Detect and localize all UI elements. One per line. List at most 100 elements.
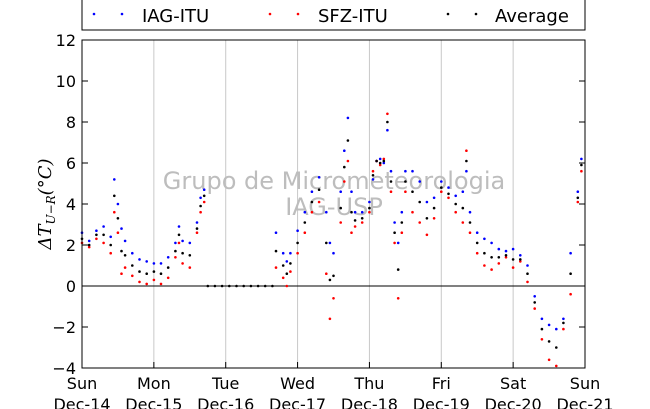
point-sfz-itu [440,190,443,193]
point-sfz-itu [123,266,127,269]
x-tick-label-day: Sun [67,374,97,393]
point-iag-itu [386,128,389,132]
point-sfz-itu [569,292,572,296]
point-iag-itu [296,229,299,232]
point-iag-itu [195,221,199,224]
point-average [181,251,184,255]
point-iag-itu [555,327,558,331]
point-iag-itu [400,210,404,214]
point-iag-itu [113,178,116,181]
point-average [202,194,206,198]
x-tick-label-day: Sun [570,374,600,393]
point-average [271,284,274,288]
point-iag-itu [418,180,422,183]
point-average [332,274,335,278]
point-average [285,272,289,276]
x-tick-label-day: Thu [353,374,384,393]
x-tick-label-date: Dec-17 [269,395,326,409]
point-average [378,161,382,165]
grid-lines [153,40,514,368]
point-average [475,241,479,245]
point-average [360,217,364,220]
point-sfz-itu [138,280,141,284]
point-average [242,284,245,288]
point-iag-itu [425,200,429,204]
point-sfz-itu [465,149,468,152]
x-tick-label-day: Tue [211,374,239,393]
point-iag-itu [177,225,181,228]
point-sfz-itu [389,190,393,193]
point-iag-itu [116,202,120,206]
legend-label-average: Average [495,6,569,27]
point-sfz-itu [393,241,396,245]
point-iag-itu [461,190,465,193]
point-average [166,266,170,269]
point-average [576,196,580,200]
point-sfz-itu [343,180,346,183]
point-average [138,270,141,273]
point-iag-itu [202,188,206,191]
point-sfz-itu [468,231,472,234]
point-sfz-itu [195,231,199,234]
point-sfz-itu [475,251,479,255]
point-sfz-itu [131,274,134,278]
point-average [113,194,116,198]
point-sfz-itu [378,163,382,167]
point-sfz-itu [490,268,493,271]
point-average [555,346,558,349]
y-tick-label: 10 [56,72,76,91]
point-iag-itu [475,231,479,234]
point-average [483,251,486,255]
point-average [263,284,267,288]
point-iag-itu [580,157,583,161]
point-iag-itu [346,116,350,120]
point-average [425,217,429,220]
point-sfz-itu [432,217,436,220]
point-iag-itu [440,180,443,183]
point-iag-itu [131,251,134,255]
x-tick-label-date: Dec-19 [413,395,470,409]
point-sfz-itu [328,317,332,321]
point-iag-itu [289,251,292,255]
point-sfz-itu [483,264,486,267]
point-average [454,202,458,206]
point-iag-itu [159,262,163,265]
point-sfz-itu [511,266,515,269]
point-iag-itu [497,247,501,251]
point-iag-itu [123,239,127,243]
point-iag-itu [368,200,371,204]
point-average [228,284,231,288]
point-average [569,272,572,276]
point-iag-itu [504,249,508,253]
point-sfz-itu [177,241,181,245]
x-tick-label-date: Dec-16 [197,395,254,409]
point-average [281,264,285,267]
point-average [375,159,378,163]
point-sfz-itu [332,297,335,300]
point-sfz-itu [120,272,123,276]
point-average [490,255,493,259]
y-axis-label-sub: U−R [44,195,58,224]
legend-marker-sfz-itu [268,12,272,16]
point-average [511,258,515,261]
point-average [393,231,396,234]
point-sfz-itu [382,157,386,161]
point-iag-itu [102,225,105,228]
y-tick-label: 12 [56,31,76,50]
point-sfz-itu [202,200,206,204]
point-average [461,206,465,210]
point-iag-itu [526,264,529,267]
point-iag-itu [339,190,343,193]
point-iag-itu [174,241,177,245]
point-sfz-itu [454,210,458,214]
point-sfz-itu [289,270,292,273]
point-average [404,180,407,183]
point-sfz-itu [540,338,544,341]
x-axis-ticks: Sun Dec-14 Mon Dec-15 Tue Dec-16 Wed Dec-17 Thu D… [53,362,614,409]
y-tick-label: 4 [66,195,76,214]
legend-marker-iag-itu [92,12,96,16]
y-tick-label: 8 [66,113,76,132]
point-iag-itu [281,251,285,255]
point-sfz-itu [303,231,307,234]
point-sfz-itu [386,112,389,116]
